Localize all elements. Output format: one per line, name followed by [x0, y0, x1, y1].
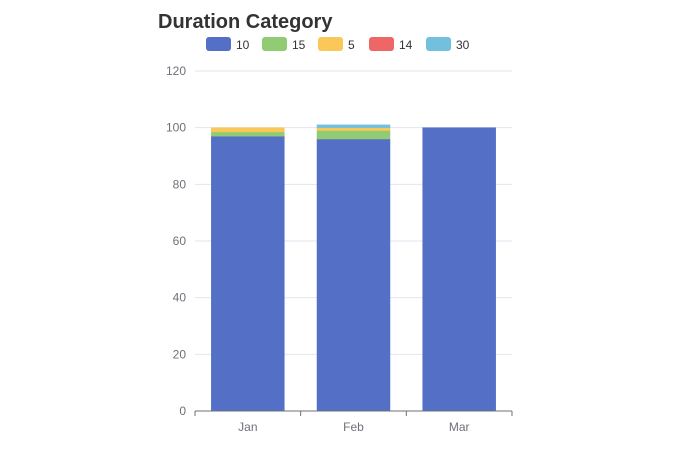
y-tick-label-20: 20	[173, 347, 187, 361]
y-tick-label-60: 60	[173, 234, 187, 248]
legend-label-14: 14	[399, 38, 413, 52]
bars	[211, 124, 496, 412]
bar-mar-series-10	[422, 127, 496, 412]
bar-stack-mar	[422, 127, 496, 412]
y-tick-label-0: 0	[179, 404, 186, 418]
y-tick-label-120: 120	[166, 64, 186, 78]
legend-item-15[interactable]: 15	[262, 37, 306, 52]
y-tick-label-80: 80	[173, 177, 187, 191]
legend-label-5: 5	[348, 38, 355, 52]
bar-stack-jan	[211, 127, 285, 412]
x-axis: Jan Feb Mar	[194, 410, 513, 434]
x-tick-label-feb: Feb	[343, 420, 364, 434]
legend-item-10[interactable]: 10	[206, 37, 250, 52]
legend-label-15: 15	[292, 38, 306, 52]
legend-swatch-5	[318, 37, 343, 51]
y-tick-label-100: 100	[166, 121, 186, 135]
legend-swatch-10	[206, 37, 231, 51]
bar-jan-series-5	[211, 127, 285, 133]
bar-feb-series-10	[316, 138, 391, 412]
y-tick-label-40: 40	[173, 291, 187, 305]
legend-item-14[interactable]: 14	[369, 37, 413, 52]
legend-label-30: 30	[456, 38, 470, 52]
x-tick-label-jan: Jan	[238, 420, 257, 434]
legend-swatch-14	[369, 37, 394, 51]
bar-jan-series-15	[211, 131, 285, 137]
bar-feb-series-5	[316, 127, 391, 131]
bar-feb-series-15	[316, 130, 391, 140]
legend-swatch-15	[262, 37, 287, 51]
legend-swatch-30	[426, 37, 451, 51]
x-tick-label-mar: Mar	[449, 420, 470, 434]
legend-item-5[interactable]: 5	[318, 37, 355, 52]
y-axis-tick-labels: 0 20 40 60 80 100 120	[166, 64, 186, 418]
bar-jan-series-10	[211, 135, 285, 412]
legend-item-30[interactable]: 30	[426, 37, 470, 52]
bar-stack-feb	[316, 124, 391, 412]
legend[interactable]: 10 15 5 14 30	[206, 37, 470, 52]
bar-feb-series-30	[316, 124, 391, 128]
legend-label-10: 10	[236, 38, 250, 52]
chart-title: Duration Category	[158, 11, 333, 33]
